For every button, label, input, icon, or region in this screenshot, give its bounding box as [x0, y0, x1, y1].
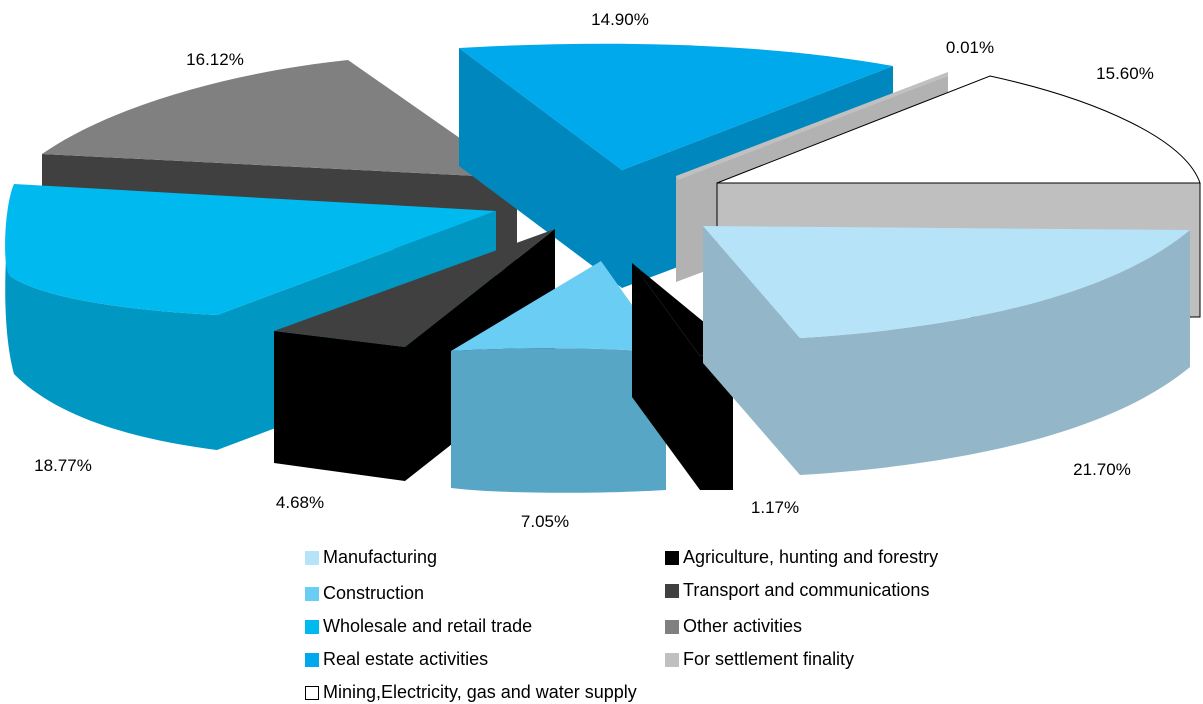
legend-item-wholesale-and-retail-trade: Wholesale and retail trade: [305, 616, 532, 637]
legend-item-other-activities: Other activities: [665, 616, 802, 637]
pie-slice-top-mining-electricity-gas-and-water-supply: [716, 75, 1201, 184]
legend-label: For settlement finality: [683, 649, 855, 669]
legend-swatch: [305, 652, 319, 667]
pie-slice-top-manufacturing: [703, 226, 1190, 338]
legend-swatch: [305, 550, 319, 565]
legend-item-mining-electricity-gas-and-water-supply: Mining,Electricity, gas and water supply: [305, 682, 637, 703]
legend-item-transport-and-communications: Transport and communications: [665, 580, 929, 601]
pie-slice-top-wholesale-and-retail-trade: [5, 184, 497, 315]
legend-swatch: [665, 583, 679, 598]
slice-percent-label: 15.60%: [1096, 64, 1154, 83]
legend-label: Wholesale and retail trade: [323, 616, 533, 636]
legend-label: Agriculture, hunting and forestry: [683, 547, 939, 567]
legend-label: Real estate activities: [323, 649, 489, 669]
legend-label: Construction: [323, 583, 425, 603]
pie-slice-side-manufacturing-1: [703, 226, 800, 475]
pie-slice-top-construction: [451, 261, 666, 353]
legend-label: Mining,Electricity, gas and water supply: [323, 682, 637, 702]
pie-slice-side-manufacturing-2: [800, 230, 1190, 475]
legend-item-agriculture-hunting-and-forestry: Agriculture, hunting and forestry: [665, 547, 938, 568]
legend-label: Transport and communications: [683, 580, 930, 600]
slice-percent-label: 4.68%: [276, 493, 324, 512]
pie-slice-side-real-estate-activities-1: [459, 48, 622, 288]
slice-percent-label: 16.12%: [186, 50, 244, 69]
pie-slice-side-transport-and-communications-1: [274, 331, 405, 481]
legend-item-real-estate-activities: Real estate activities: [305, 649, 488, 670]
pie-percent-labels: 21.70% 1.17% 7.05% 4.68% 18.77% 16.12% 14.90% 0…: [34, 10, 1154, 531]
legend-swatch: [665, 652, 679, 667]
legend-label: Other activities: [683, 616, 803, 636]
legend-swatch: [665, 550, 679, 565]
legend-label: Manufacturing: [323, 547, 438, 567]
legend-swatch: [665, 619, 679, 634]
pie-slices: [5, 43, 1201, 493]
slice-percent-label: 18.77%: [34, 456, 92, 475]
pie-slice-manufacturing: [703, 226, 1190, 475]
slice-percent-label: 7.05%: [521, 512, 569, 531]
slice-percent-label: 1.17%: [751, 498, 799, 517]
legend-swatch: [305, 685, 319, 700]
pie-slice-side-agriculture-hunting-and-forestry-1: [632, 263, 700, 490]
pie-slice-side-construction-1: [451, 348, 666, 493]
pie-slice-top-other-activities: [42, 60, 517, 178]
pie-slice-top-real-estate-activities: [459, 43, 893, 170]
slice-percent-label: 0.01%: [946, 38, 994, 57]
pie-slice-construction: [451, 261, 666, 493]
legend-item-manufacturing: Manufacturing: [305, 547, 437, 568]
slice-percent-label: 21.70%: [1073, 460, 1131, 479]
slice-percent-label: 14.90%: [591, 10, 649, 29]
legend-swatch: [305, 586, 319, 601]
legend-item-construction: Construction: [305, 583, 424, 604]
legend-item-for-settlement-finality: For settlement finality: [665, 649, 854, 670]
pie-slice-top-for-settlement-finality: [676, 72, 948, 180]
pie-slice-side-wholesale-and-retail-trade-1: [5, 210, 218, 450]
legend-swatch: [305, 619, 319, 634]
pie-slice-top-transport-and-communications: [274, 229, 555, 347]
